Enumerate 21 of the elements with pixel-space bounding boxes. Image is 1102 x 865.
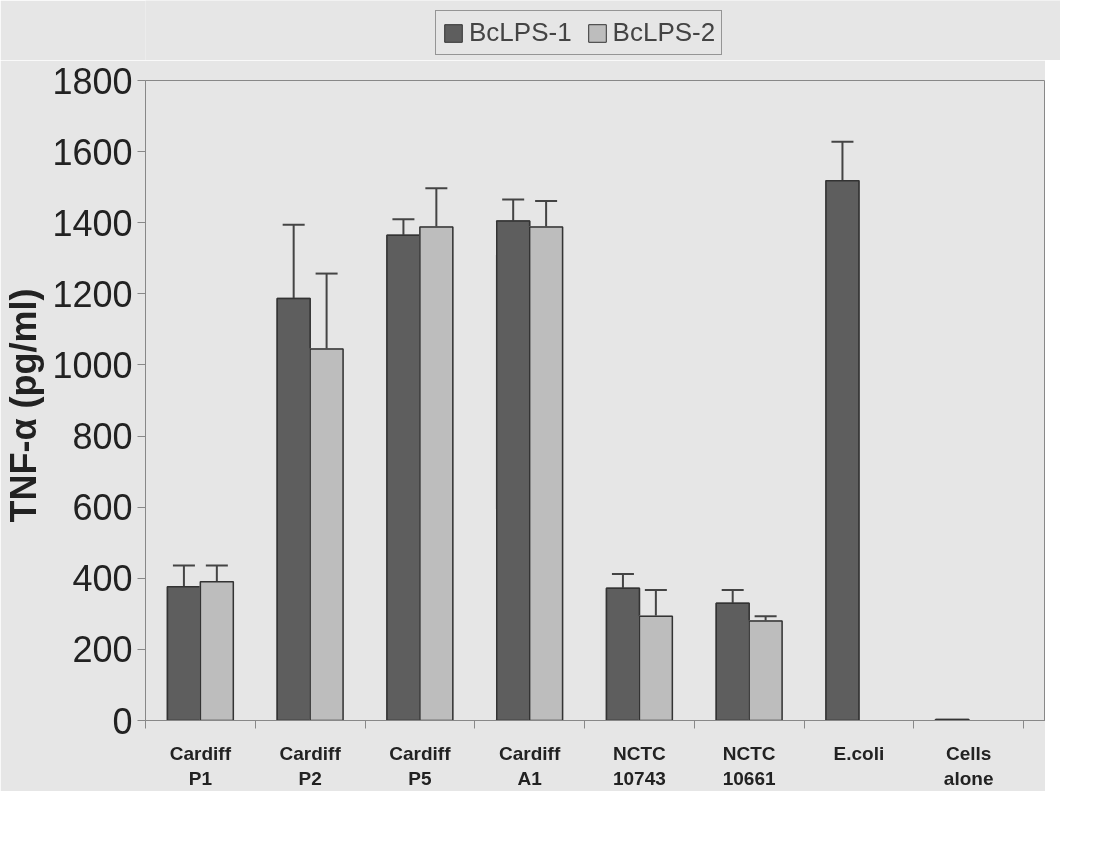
x-tick-label: E.coli: [833, 742, 885, 764]
x-tick-label: Cardiff P5: [389, 742, 452, 789]
y-tick-label: 0: [112, 700, 133, 742]
y-axis-title: TNF-α (pg/ml): [3, 288, 45, 523]
x-tick-label: Cardiff P1: [169, 742, 232, 789]
legend-label: BcLPS-1: [469, 17, 572, 48]
x-tick-label: Cells alone: [943, 742, 994, 789]
y-tick-label: 1000: [52, 344, 133, 386]
y-tick-label: 1200: [52, 273, 133, 315]
x-tick-label: NCTC 10661: [722, 742, 777, 789]
y-tick-label: 600: [72, 487, 133, 529]
legend-label: BcLPS-2: [612, 17, 716, 48]
y-tick-label: 1600: [52, 131, 133, 173]
x-tick-label: Cardiff P2: [279, 742, 342, 789]
y-tick-label: 200: [72, 629, 133, 671]
y-tick-label: 400: [72, 558, 133, 600]
y-tick-label: 1800: [52, 60, 133, 102]
x-tick-label: NCTC 10743: [612, 742, 667, 789]
y-tick-label: 1400: [52, 202, 133, 244]
y-tick-label: 800: [72, 416, 133, 458]
x-tick-label: Cardiff A1: [499, 742, 561, 789]
